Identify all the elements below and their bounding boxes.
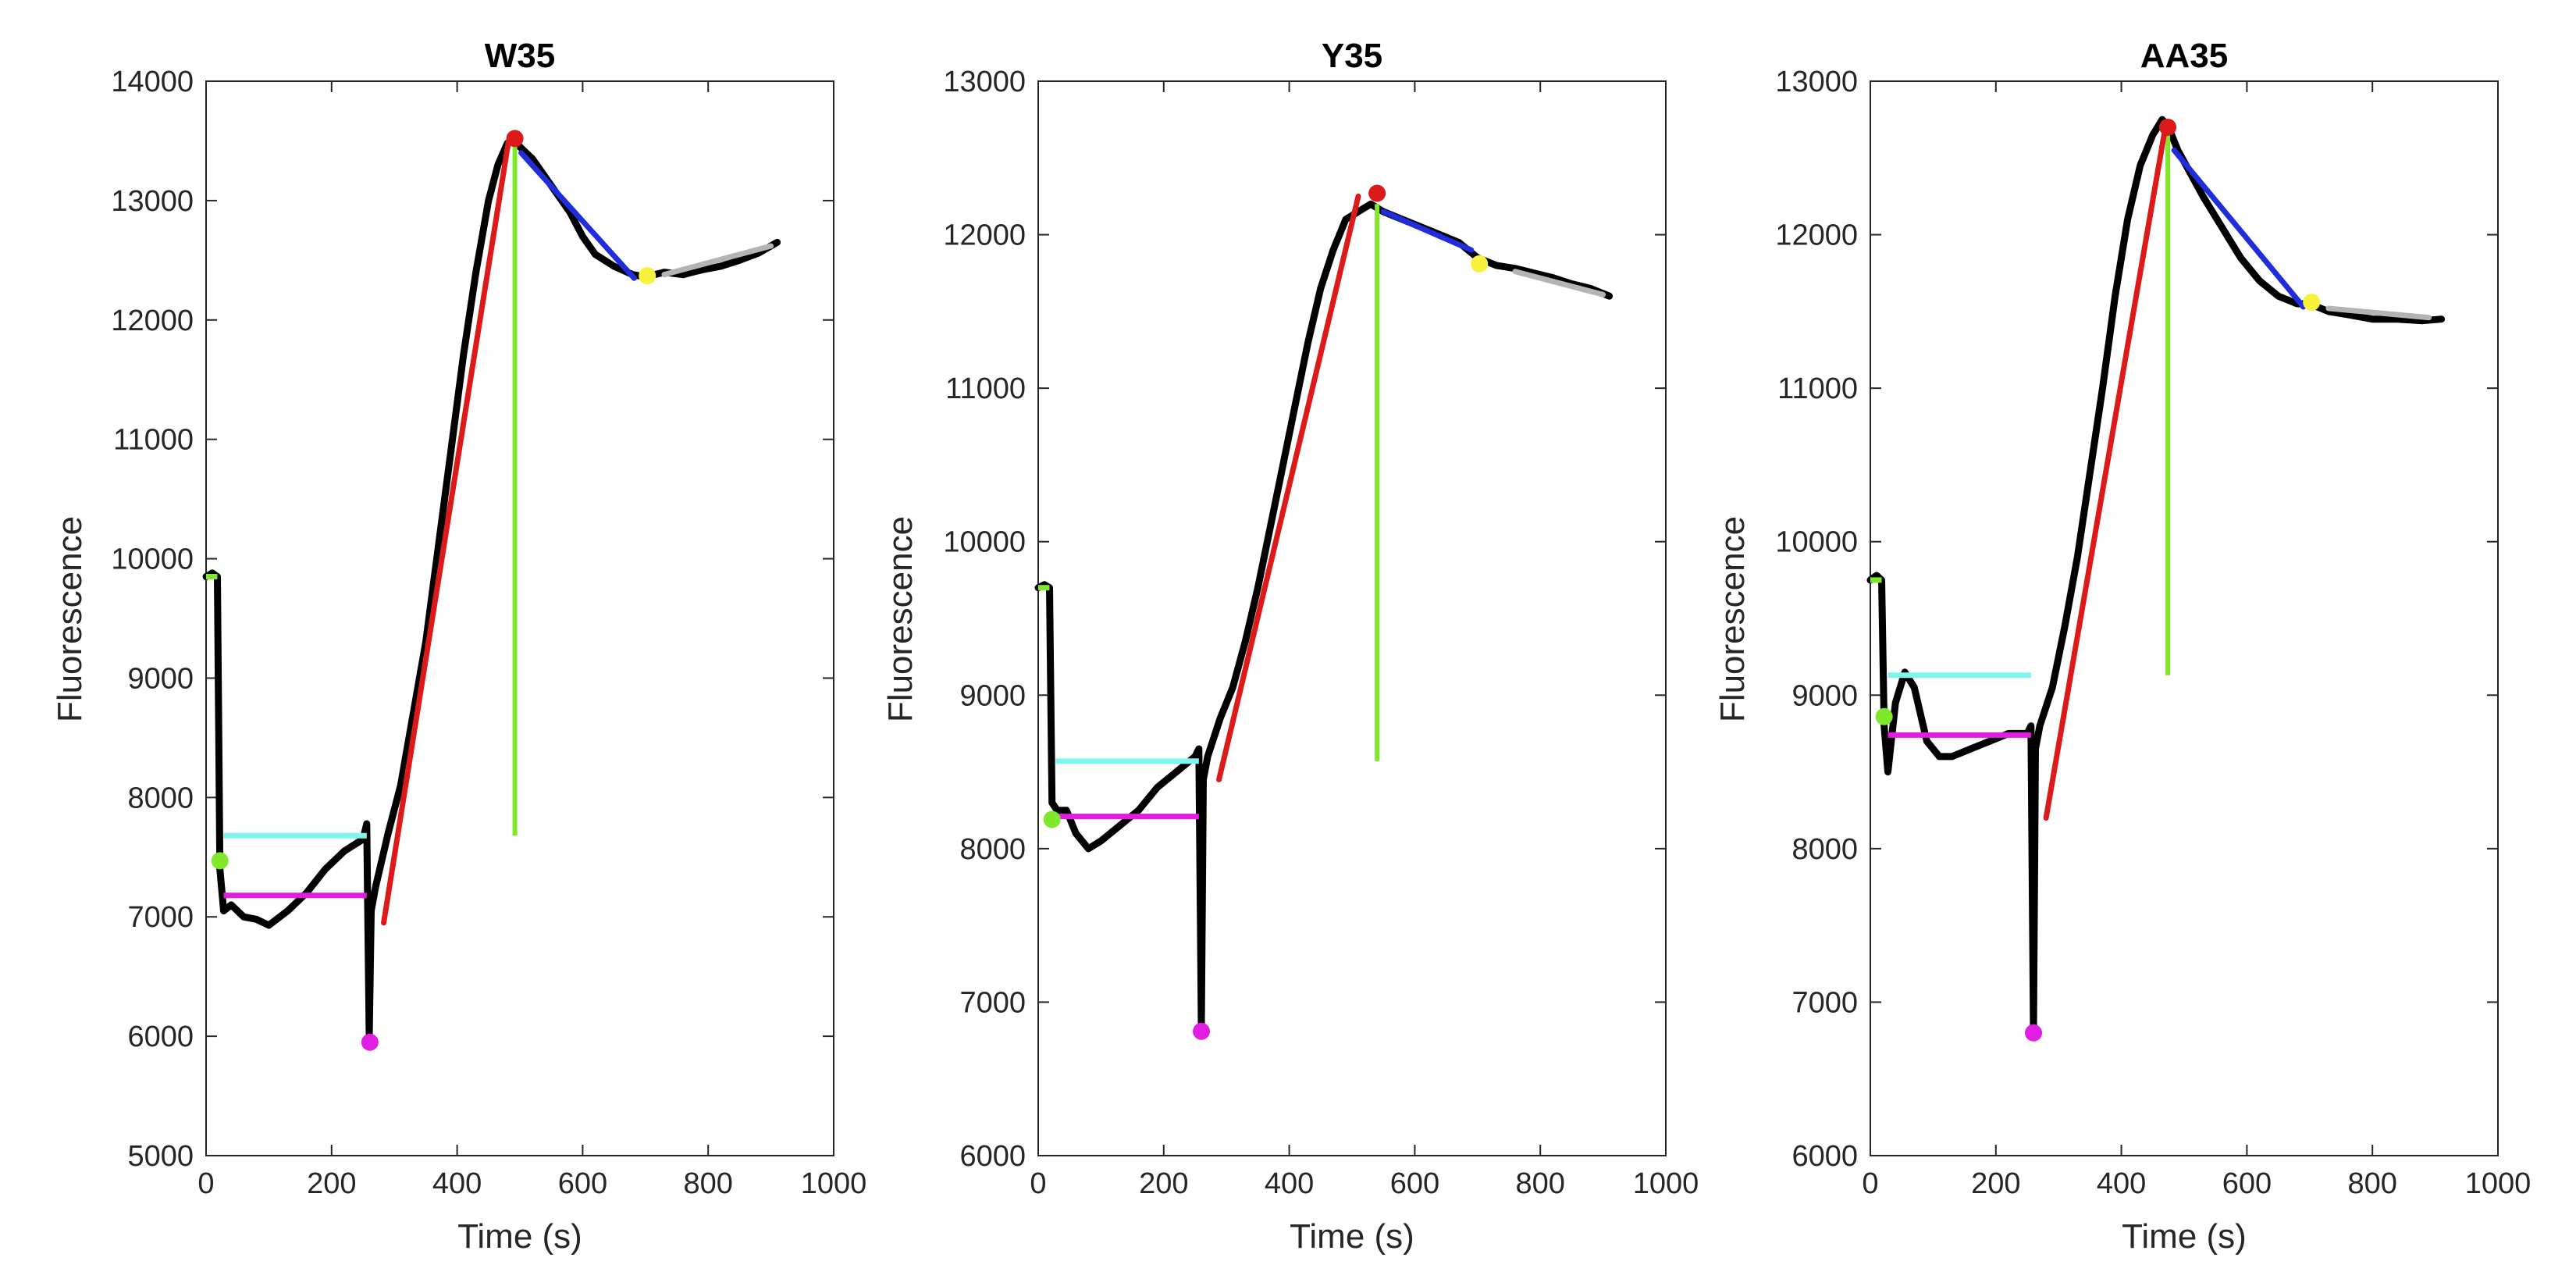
axes-box [1037,80,1667,1156]
y-tick-label: 6000 [127,1021,194,1053]
x-tick-label: 1000 [1633,1167,1699,1200]
y-tick-label: 10000 [1775,526,1858,559]
green-marker [1875,707,1893,725]
y-tick-label: 13000 [111,185,194,218]
y-tick-label: 14000 [111,66,194,98]
green-marker [1043,811,1061,828]
x-tick-label: 200 [1139,1167,1188,1200]
y-tick-label: 8000 [959,833,1026,866]
blue-decay-fit [2171,147,2307,310]
yellow-marker [639,267,656,285]
x-tick-label: 0 [197,1167,214,1200]
y-tick-label: 8000 [127,782,194,814]
red-marker [506,130,524,148]
y-axis-label: Fluorescence [51,516,89,722]
panel-title: W35 [485,37,555,75]
gray-late-fit [2325,305,2432,321]
red-marker [2159,118,2177,136]
gray-late-fit [661,243,774,278]
y-tick-label: 6000 [1791,1140,1858,1173]
red-rise-fit [1216,193,1361,782]
yellow-marker [2303,294,2321,312]
magenta-marker [361,1033,379,1051]
x-tick-label: 200 [1971,1167,2020,1200]
y-tick-label: 11000 [1777,372,1858,405]
yellow-marker [1471,255,1489,273]
y-axis-label: Fluorescence [1713,516,1752,722]
y-tick-label: 13000 [1775,66,1858,98]
y-tick-label: 9000 [959,679,1026,712]
panel-w35: W35 Time (s) Fluorescence 0 200 400 600 800 1… [51,37,866,1256]
y-tick-label: 12000 [111,305,194,337]
x-tick-label: 600 [1390,1167,1439,1200]
y-tick-label: 7000 [1791,986,1858,1019]
panel-title: Y35 [1322,37,1382,75]
x-tick-label: 600 [558,1167,607,1200]
x-axis-label: Time (s) [1290,1217,1414,1256]
y-tick-label: 11000 [113,424,194,457]
panel-y35: Y35 Time (s) Fluorescence 0 200 400 600 800 1… [881,37,1699,1256]
x-tick-label: 400 [432,1167,482,1200]
y-tick-label: 10000 [111,543,194,576]
y-tick-label: 7000 [959,986,1026,1019]
fluorescence-trace [1866,116,2446,1037]
fluorescence-trace [202,134,781,1040]
green-marker [211,852,229,870]
axes-box [1870,80,2499,1156]
panel-aa35: AA35 Time (s) Fluorescence 0 200 400 600 800… [1713,37,2531,1256]
y-tick-label: 12000 [1775,219,1858,252]
red-rise-fit [381,137,512,926]
x-tick-label: 1000 [2465,1167,2532,1200]
x-axis-label: Time (s) [457,1217,582,1256]
y-tick-label: 13000 [943,66,1026,98]
y-tick-label: 5000 [127,1140,194,1173]
y-tick-label: 9000 [1791,679,1858,712]
gray-late-fit [1512,269,1606,297]
x-tick-label: 0 [1862,1167,1878,1200]
magenta-marker [1193,1022,1211,1040]
x-tick-label: 800 [683,1167,732,1200]
x-tick-label: 0 [1030,1167,1046,1200]
x-tick-label: 1000 [801,1167,867,1200]
x-tick-label: 400 [2097,1167,2146,1200]
x-tick-label: 400 [1265,1167,1314,1200]
y-tick-label: 10000 [943,526,1026,559]
y-tick-label: 8000 [1791,833,1858,866]
blue-decay-fit [518,150,637,281]
red-marker [1368,184,1386,202]
x-tick-label: 600 [2222,1167,2272,1200]
axes-box [205,80,834,1156]
x-tick-label: 800 [2347,1167,2396,1200]
panel-title: AA35 [2140,37,2229,75]
x-tick-label: 200 [307,1167,356,1200]
blue-decay-fit [1380,208,1475,253]
red-rise-fit [2043,132,2167,821]
y-tick-label: 6000 [959,1140,1026,1173]
magenta-marker [2025,1024,2043,1042]
fluorescence-trace [1034,200,1614,1029]
y-axis-label: Fluorescence [881,516,920,722]
y-tick-label: 7000 [127,901,194,934]
y-tick-label: 11000 [945,372,1026,405]
y-tick-label: 9000 [127,662,194,695]
x-tick-label: 800 [1515,1167,1564,1200]
x-axis-label: Time (s) [2122,1217,2247,1256]
y-tick-label: 12000 [943,219,1026,252]
